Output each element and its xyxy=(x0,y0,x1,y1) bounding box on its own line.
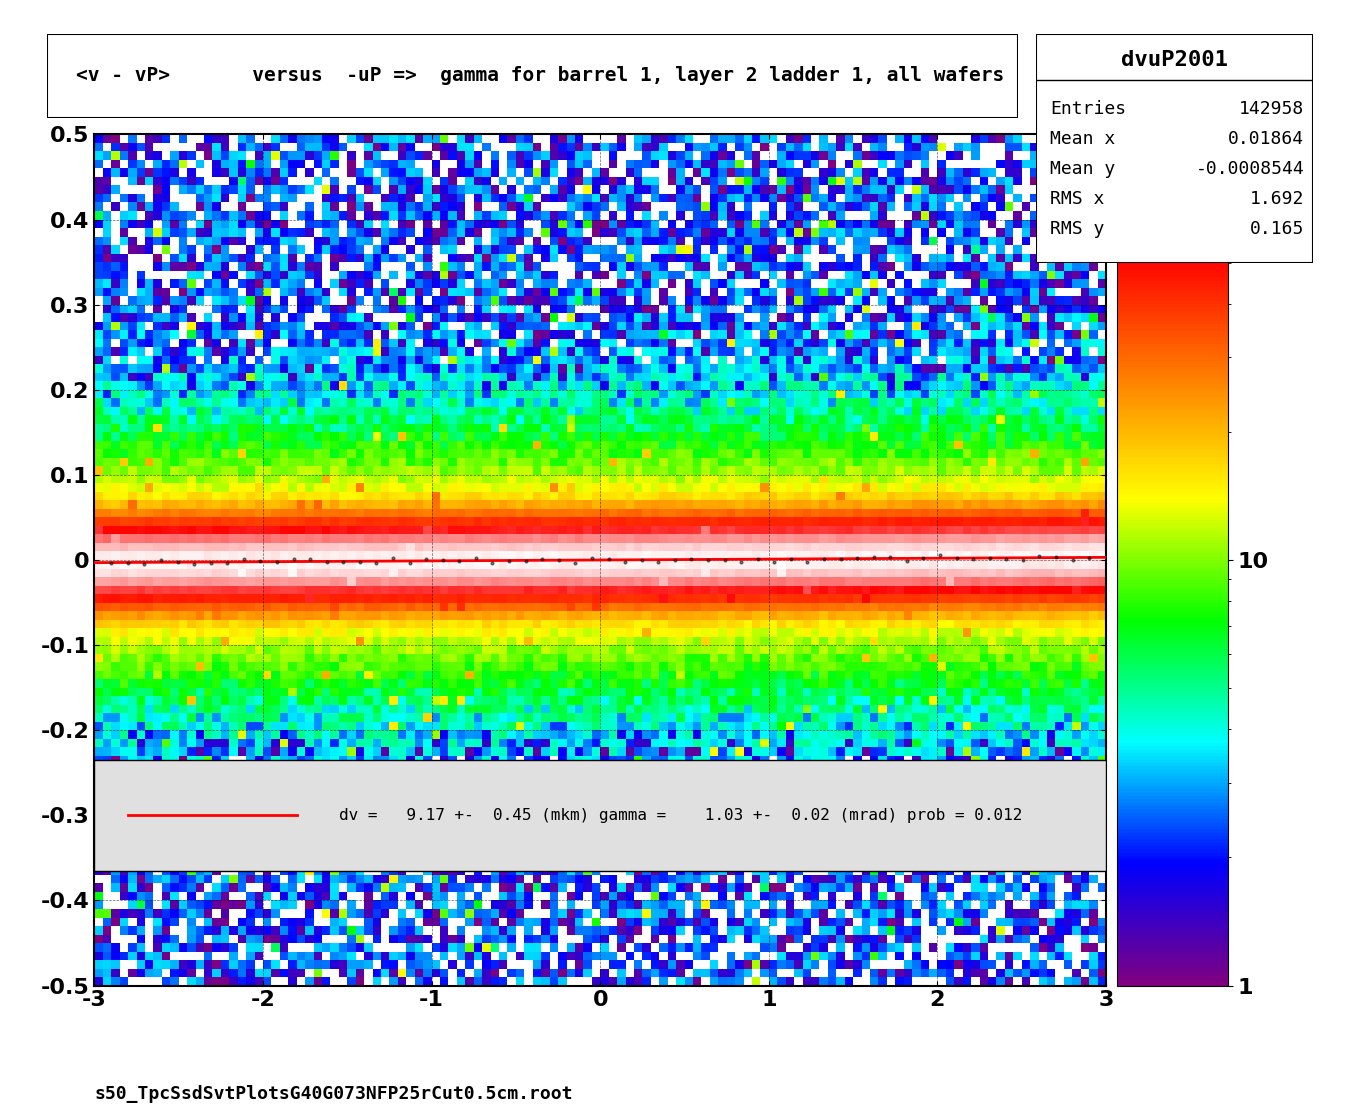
Text: RMS y: RMS y xyxy=(1050,220,1105,237)
Text: 142958: 142958 xyxy=(1238,101,1304,119)
Text: <v - vP>       versus  -uP =>  gamma for barrel 1, layer 2 ladder 1, all wafers: <v - vP> versus -uP => gamma for barrel … xyxy=(77,66,1005,85)
Text: Mean x: Mean x xyxy=(1050,130,1116,148)
Text: dv =   9.17 +-  0.45 (mkm) gamma =    1.03 +-  0.02 (mrad) prob = 0.012: dv = 9.17 +- 0.45 (mkm) gamma = 1.03 +- … xyxy=(339,808,1023,823)
Text: RMS x: RMS x xyxy=(1050,190,1105,208)
Text: Entries: Entries xyxy=(1050,101,1126,119)
Text: 1.692: 1.692 xyxy=(1251,190,1304,208)
Text: 0.165: 0.165 xyxy=(1251,220,1304,237)
Text: -0.0008544: -0.0008544 xyxy=(1195,160,1304,178)
Bar xyxy=(94,760,1106,870)
Text: 0.01864: 0.01864 xyxy=(1228,130,1304,148)
Text: Mean y: Mean y xyxy=(1050,160,1116,178)
Text: dvuP2001: dvuP2001 xyxy=(1121,49,1228,69)
Text: s50_TpcSsdSvtPlotsG40G073NFP25rCut0.5cm.root: s50_TpcSsdSvtPlotsG40G073NFP25rCut0.5cm.… xyxy=(94,1085,573,1103)
